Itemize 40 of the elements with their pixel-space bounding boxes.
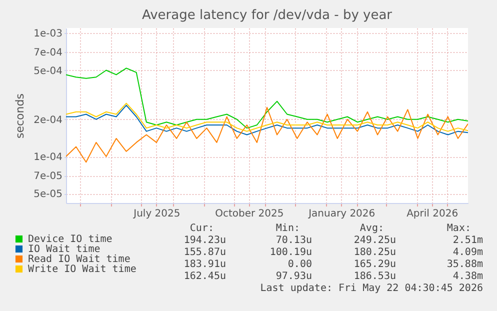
text: 70.13u bbox=[276, 235, 312, 246]
text: 4.09m bbox=[452, 247, 483, 258]
text: 183.91u bbox=[184, 259, 226, 270]
text: 4.38m bbox=[452, 271, 483, 282]
line-series bbox=[66, 106, 468, 163]
y-tick-label: 7e-04 bbox=[34, 48, 62, 59]
legend-label: Device IO time bbox=[28, 234, 112, 245]
text: 0.00 bbox=[288, 259, 312, 270]
text: 165.29u bbox=[354, 259, 396, 270]
text: 186.53u bbox=[354, 271, 396, 282]
line-series bbox=[66, 68, 468, 129]
y-tick-label: 5e-04 bbox=[34, 66, 62, 77]
text: 2.51m bbox=[452, 235, 483, 246]
text: Max: bbox=[446, 223, 471, 234]
text: Cur: bbox=[190, 223, 214, 234]
legend-label: Write IO Wait time bbox=[28, 264, 136, 275]
x-tick-label: April 2026 bbox=[406, 208, 458, 220]
y-tick-label: 7e-05 bbox=[34, 171, 62, 182]
y-axis-title: seconds bbox=[14, 93, 27, 138]
text: 180.25u bbox=[354, 247, 396, 258]
text: 162.45u bbox=[184, 271, 226, 282]
text: 97.93u bbox=[276, 271, 312, 282]
y-tick-label: 5e-05 bbox=[34, 189, 62, 200]
text: Avg: bbox=[360, 223, 384, 234]
y-tick-label: 2e-04 bbox=[34, 114, 62, 126]
text: 155.87u bbox=[184, 247, 226, 258]
x-tick-label: October 2025 bbox=[215, 208, 284, 220]
text: Min: bbox=[276, 223, 300, 234]
text: 100.19u bbox=[270, 247, 312, 258]
y-tick-label: 1e-04 bbox=[34, 152, 62, 164]
legend-label: Read IO Wait time bbox=[28, 254, 130, 265]
x-tick-label: January 2026 bbox=[308, 208, 376, 220]
chart-title: Average latency for /dev/vda - by year bbox=[142, 8, 393, 23]
x-tick-label: July 2025 bbox=[132, 208, 180, 220]
text: 194.23u bbox=[184, 235, 226, 246]
text: Last update: Fri May 22 04:30:45 2026 bbox=[260, 283, 483, 294]
text: 249.25u bbox=[354, 235, 396, 246]
y-tick-label: 1e-03 bbox=[34, 28, 62, 40]
legend-label: IO Wait time bbox=[28, 244, 100, 255]
text: 35.88m bbox=[446, 259, 483, 270]
